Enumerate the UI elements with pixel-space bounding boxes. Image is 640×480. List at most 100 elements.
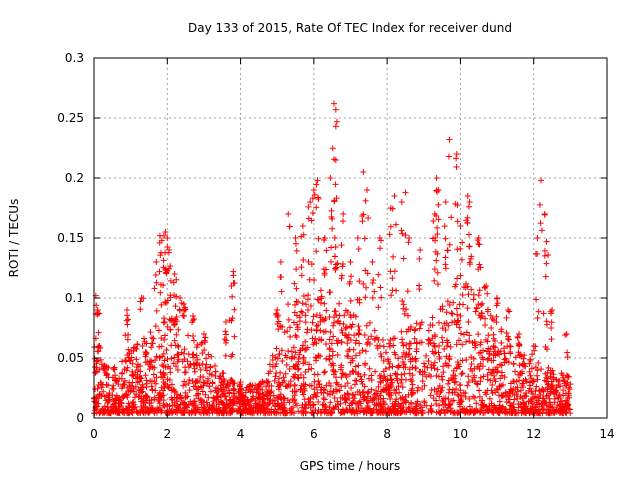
data-point [391, 409, 398, 416]
data-point [316, 312, 323, 319]
data-point [389, 205, 396, 212]
data-point [429, 322, 436, 329]
data-point [490, 357, 497, 364]
data-point [400, 342, 407, 349]
data-point [208, 371, 215, 378]
x-tick-label: 2 [163, 427, 171, 441]
data-point [379, 336, 386, 343]
data-point [243, 406, 250, 413]
data-point [311, 378, 318, 385]
data-point [150, 371, 157, 378]
data-point [445, 401, 452, 408]
data-point [329, 225, 336, 232]
data-point [332, 403, 339, 410]
data-point [466, 338, 473, 345]
data-point [167, 294, 174, 301]
data-point [398, 199, 405, 205]
data-point [516, 362, 523, 369]
data-point [565, 390, 572, 397]
data-point [526, 368, 533, 375]
data-point [226, 400, 233, 407]
data-point [374, 342, 381, 349]
data-point [412, 326, 419, 333]
y-tick-labels: 0 0.05 0.1 0.15 0.2 0.25 0.3 [57, 51, 84, 425]
data-point [517, 387, 524, 394]
data-point [287, 378, 294, 385]
data-point [362, 360, 369, 367]
data-point [421, 382, 428, 389]
data-point [545, 392, 552, 399]
data-point [475, 241, 482, 248]
data-point [387, 372, 394, 379]
data-point [151, 364, 158, 371]
data-point [543, 402, 550, 409]
data-point [457, 387, 464, 394]
data-point [135, 394, 142, 401]
data-point [266, 382, 273, 389]
data-point [445, 322, 452, 329]
data-point [115, 381, 122, 388]
data-point [334, 318, 341, 325]
data-point [298, 404, 305, 411]
data-point [100, 408, 107, 415]
data-point [146, 366, 153, 373]
data-point [97, 379, 104, 386]
data-point [391, 268, 398, 275]
data-point [490, 366, 497, 373]
data-point [362, 348, 369, 355]
data-point [464, 305, 471, 312]
data-point [395, 355, 402, 362]
data-point [292, 363, 299, 370]
data-point [144, 406, 151, 413]
data-point [193, 344, 200, 351]
data-point [249, 409, 256, 416]
data-point [462, 393, 469, 400]
data-point [503, 329, 510, 336]
data-point [349, 391, 356, 398]
data-point [523, 403, 530, 410]
data-point [439, 384, 446, 391]
data-point [323, 340, 330, 347]
data-point [359, 380, 366, 387]
data-point [386, 231, 393, 238]
data-point [470, 355, 477, 362]
data-point [421, 398, 428, 405]
data-point [514, 395, 521, 402]
data-point [119, 393, 126, 400]
data-point [327, 383, 334, 390]
data-point [453, 305, 460, 312]
data-point [532, 343, 539, 350]
data-point [212, 368, 219, 375]
data-point [96, 391, 103, 398]
data-point [516, 352, 523, 359]
data-point [441, 320, 448, 327]
data-point [464, 193, 471, 199]
data-point [182, 364, 189, 371]
data-point [477, 341, 484, 348]
data-point [326, 336, 333, 343]
data-point [320, 395, 327, 402]
data-point [518, 403, 525, 410]
data-point [390, 342, 397, 349]
data-point [507, 402, 514, 409]
data-point [457, 245, 464, 252]
data-point [275, 312, 282, 319]
data-point [390, 335, 397, 342]
data-point [421, 363, 428, 370]
data-point [471, 365, 478, 372]
data-point [431, 359, 438, 366]
data-point [330, 319, 337, 326]
data-point [446, 302, 453, 309]
data-point [172, 303, 179, 310]
data-point [371, 288, 378, 295]
data-point [231, 280, 238, 287]
data-point [335, 401, 342, 408]
data-point [160, 379, 167, 386]
data-point [295, 375, 302, 382]
data-point [103, 370, 110, 377]
data-point [485, 355, 492, 362]
data-point [372, 393, 379, 400]
data-point [414, 387, 421, 394]
data-point [292, 371, 299, 378]
data-point [218, 379, 225, 386]
